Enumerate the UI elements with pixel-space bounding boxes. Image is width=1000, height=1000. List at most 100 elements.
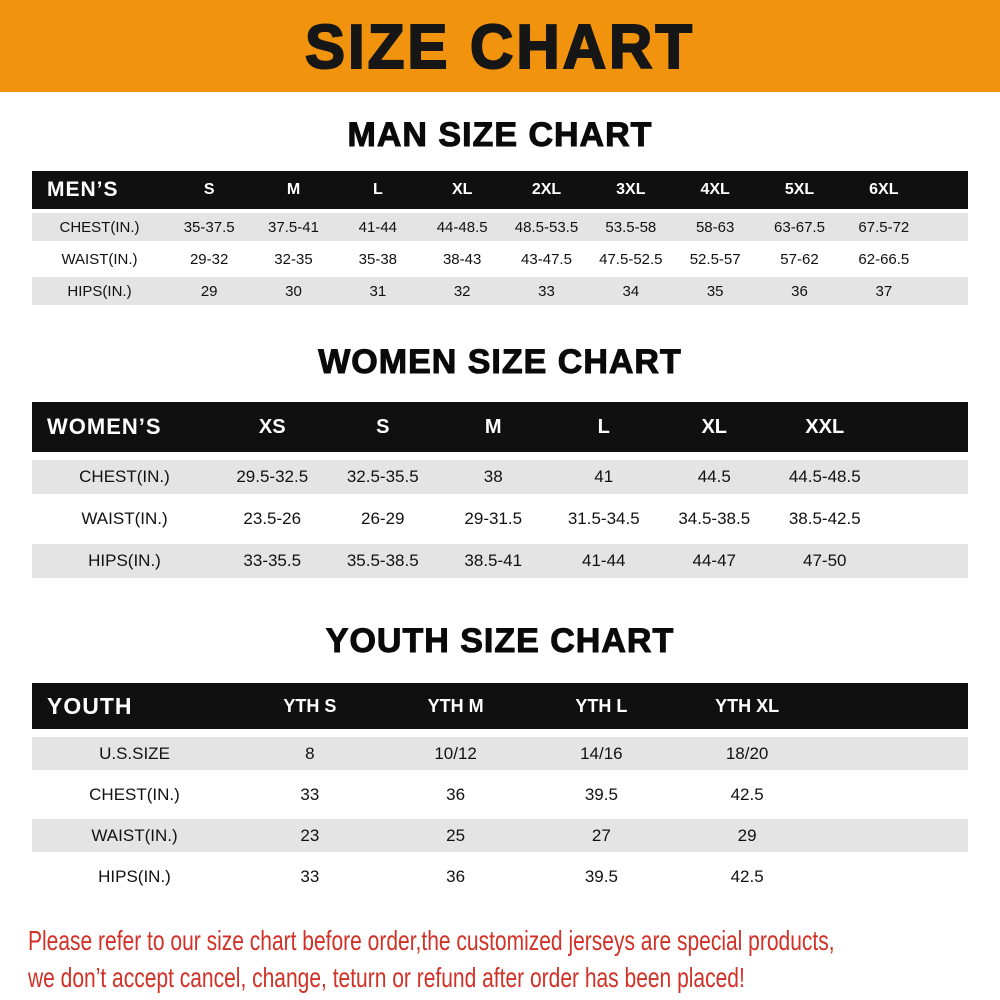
value-cell: 36 bbox=[446, 866, 466, 886]
value-cell: 35.5-38.5 bbox=[346, 551, 419, 570]
value-cell: 34.5-38.5 bbox=[678, 509, 751, 528]
disclaimer-line-1: Please refer to our size chart before or… bbox=[28, 925, 835, 956]
row-label-cell: CHEST(IN.) bbox=[79, 467, 170, 486]
value-cell: 52.5-57 bbox=[689, 250, 741, 268]
value-cell: 37 bbox=[875, 282, 893, 300]
value-cell: 31.5-34.5 bbox=[567, 509, 640, 528]
row-label-cell: HIPS(IN.) bbox=[67, 282, 132, 300]
table-header-row: WOMEN’S XS S M L XL XXL bbox=[32, 402, 968, 452]
value-cell: 43-47.5 bbox=[521, 250, 572, 268]
table-row: CHEST(IN.) 35-37.5 37.5-41 41-44 44-48.5 48.5… bbox=[32, 213, 968, 241]
row-label-cell: U.S.SIZE bbox=[99, 743, 170, 763]
banner: SIZE CHART bbox=[0, 0, 1000, 92]
women-size-chart-section: WOMEN SIZE CHART WOMEN’S XS S M L XL XXL CHEST(… bbox=[0, 343, 1000, 578]
value-cell: 30 bbox=[285, 282, 302, 300]
value-cell: 48.5-53.5 bbox=[514, 218, 579, 236]
value-cell: 38.5-42.5 bbox=[788, 509, 861, 528]
value-cell: 67.5-72 bbox=[858, 218, 910, 236]
size-header-cell: XL bbox=[451, 181, 473, 198]
value-cell: 63-67.5 bbox=[774, 218, 825, 236]
man-size-chart-section: MAN SIZE CHART MEN’S S M L XL 2XL 3XL 4XL 5XL 6XL… bbox=[0, 116, 1000, 305]
value-cell: 44-47 bbox=[692, 551, 736, 570]
value-cell: 26-29 bbox=[361, 509, 405, 528]
disclaimer: Please refer to our size chart before or… bbox=[0, 923, 1000, 997]
value-cell: 35 bbox=[706, 282, 724, 300]
value-cell: 25 bbox=[446, 825, 466, 845]
size-header-cell: M bbox=[286, 181, 301, 198]
value-cell: 29 bbox=[200, 282, 218, 300]
table-title-cell: MEN’S bbox=[47, 178, 119, 201]
row-label-cell: HIPS(IN.) bbox=[98, 866, 171, 886]
table-header-row: YOUTH YTH S YTH M YTH L YTH XL bbox=[32, 683, 968, 729]
size-header-cell: XS bbox=[258, 415, 286, 438]
table-row: HIPS(IN.) 33 36 39.5 42.5 bbox=[32, 860, 968, 893]
page-title: SIZE CHART bbox=[304, 10, 695, 82]
value-cell: 39.5 bbox=[584, 866, 618, 886]
value-cell: 58-63 bbox=[695, 218, 735, 236]
disclaimer-line-2: we don’t accept cancel, change, teturn o… bbox=[28, 961, 745, 993]
row-label-cell: WAIST(IN.) bbox=[61, 250, 138, 268]
value-cell: 36 bbox=[446, 784, 466, 804]
value-cell: 44-48.5 bbox=[436, 218, 488, 236]
value-cell: 14/16 bbox=[580, 743, 623, 763]
youth-size-chart-section: YOUTH SIZE CHART YOUTH YTH S YTH M YTH L YTH… bbox=[0, 622, 1000, 893]
value-cell: 42.5 bbox=[730, 784, 764, 804]
size-header-cell: XL bbox=[701, 415, 728, 438]
table-row: WAIST(IN.) 29-32 32-35 35-38 38-43 43-47.5 47.… bbox=[32, 245, 968, 273]
value-cell: 29 bbox=[737, 825, 757, 845]
value-cell: 8 bbox=[305, 743, 315, 763]
value-cell: 33 bbox=[300, 866, 320, 886]
value-cell: 33 bbox=[538, 282, 555, 300]
value-cell: 62-66.5 bbox=[858, 250, 910, 268]
value-cell: 23.5-26 bbox=[243, 509, 302, 528]
size-header-cell: YTH L bbox=[575, 695, 628, 716]
size-header-cell: YTH S bbox=[283, 695, 337, 716]
value-cell: 47-50 bbox=[803, 551, 847, 570]
size-header-cell: M bbox=[484, 415, 502, 438]
value-cell: 38.5-41 bbox=[464, 551, 523, 570]
row-label-cell: WAIST(IN.) bbox=[91, 825, 178, 845]
value-cell: 33 bbox=[300, 784, 320, 804]
value-cell: 39.5 bbox=[584, 784, 618, 804]
table-title-cell: YOUTH bbox=[47, 692, 133, 719]
size-header-cell: S bbox=[376, 415, 390, 438]
value-cell: 42.5 bbox=[730, 866, 764, 886]
size-header-cell: XXL bbox=[805, 415, 845, 438]
man-size-table: MEN’S S M L XL 2XL 3XL 4XL 5XL 6XL CHEST(IN.) 35-37… bbox=[32, 171, 968, 305]
value-cell: 41-44 bbox=[582, 551, 626, 570]
table-row: U.S.SIZE 8 10/12 14/16 18/20 bbox=[32, 737, 968, 770]
row-label-cell: CHEST(IN.) bbox=[89, 784, 180, 804]
value-cell: 57-62 bbox=[780, 250, 819, 268]
value-cell: 44.5-48.5 bbox=[788, 467, 861, 486]
value-cell: 38-43 bbox=[442, 250, 482, 268]
size-header-cell: YTH XL bbox=[715, 695, 780, 716]
size-header-cell: L bbox=[372, 181, 383, 198]
size-header-cell: 2XL bbox=[531, 181, 562, 198]
value-cell: 35-38 bbox=[358, 250, 398, 268]
section-title-women: WOMEN SIZE CHART bbox=[318, 343, 682, 382]
value-cell: 32-35 bbox=[274, 250, 313, 268]
table-header-row: MEN’S S M L XL 2XL 3XL 4XL 5XL 6XL bbox=[32, 171, 968, 209]
table-row: CHEST(IN.) 29.5-32.5 32.5-35.5 38 41 44.5 44.5… bbox=[32, 460, 968, 494]
value-cell: 29.5-32.5 bbox=[236, 467, 309, 486]
table-row: WAIST(IN.) 23 25 27 29 bbox=[32, 819, 968, 852]
size-header-cell: YTH M bbox=[427, 695, 484, 716]
value-cell: 47.5-52.5 bbox=[599, 250, 663, 268]
value-cell: 34 bbox=[622, 282, 640, 300]
section-title-man: MAN SIZE CHART bbox=[347, 116, 653, 155]
value-cell: 33-35.5 bbox=[243, 551, 302, 570]
youth-size-table: YOUTH YTH S YTH M YTH L YTH XL U.S.SIZE 8 10/12… bbox=[32, 683, 968, 893]
women-size-table: WOMEN’S XS S M L XL XXL CHEST(IN.) 29.5-32.5 32.5… bbox=[32, 402, 968, 578]
value-cell: 27 bbox=[591, 825, 611, 845]
table-row: HIPS(IN.) 29 30 31 32 33 34 35 36 37 bbox=[32, 277, 968, 305]
row-label-cell: WAIST(IN.) bbox=[81, 509, 168, 528]
size-header-cell: S bbox=[203, 181, 215, 198]
row-label-cell: CHEST(IN.) bbox=[59, 218, 140, 236]
size-header-cell: 5XL bbox=[784, 181, 815, 198]
size-header-cell: 3XL bbox=[616, 181, 646, 198]
value-cell: 10/12 bbox=[434, 743, 477, 763]
value-cell: 41 bbox=[594, 467, 614, 486]
value-cell: 23 bbox=[300, 825, 320, 845]
value-cell: 41-44 bbox=[358, 218, 398, 236]
